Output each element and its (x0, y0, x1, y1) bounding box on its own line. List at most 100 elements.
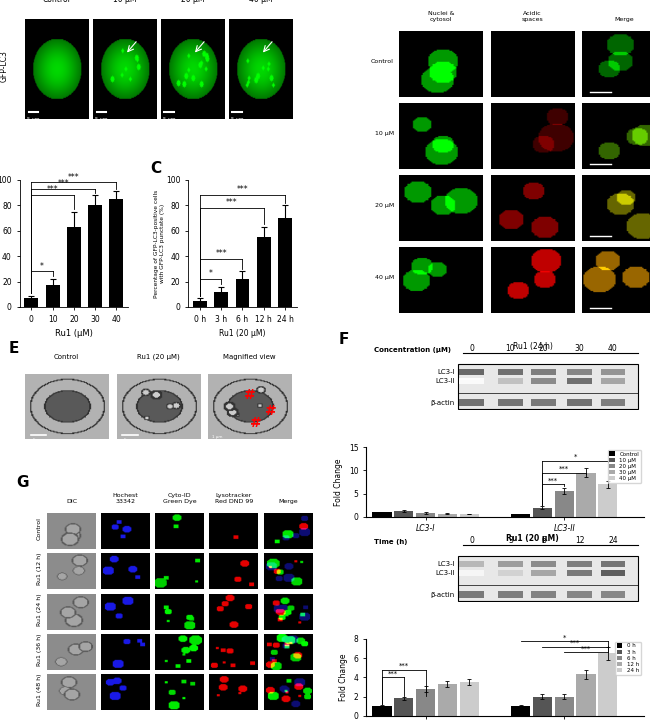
Text: 40 μM: 40 μM (249, 0, 272, 4)
Bar (416, 689, 436, 716)
FancyBboxPatch shape (567, 570, 592, 576)
Text: Ru1 (20 μM): Ru1 (20 μM) (506, 534, 559, 543)
FancyBboxPatch shape (601, 378, 625, 384)
Text: Time (h): Time (h) (374, 539, 408, 544)
FancyBboxPatch shape (601, 369, 625, 375)
Text: LC3-I: LC3-I (437, 369, 455, 375)
Text: Control: Control (43, 0, 71, 4)
Text: ***: *** (215, 249, 227, 258)
FancyBboxPatch shape (498, 378, 523, 384)
Text: 30: 30 (575, 343, 584, 353)
Text: Hochest
33342: Hochest 33342 (112, 494, 138, 505)
Text: β-actin: β-actin (431, 591, 455, 597)
Text: Nuclei &
cytosol: Nuclei & cytosol (428, 12, 454, 22)
Y-axis label: Fold Change: Fold Change (339, 654, 348, 701)
Text: ***: *** (549, 477, 558, 483)
FancyBboxPatch shape (459, 398, 484, 406)
Text: *: * (562, 634, 566, 641)
Text: 0: 0 (469, 343, 474, 353)
Y-axis label: Fold Change: Fold Change (334, 458, 343, 505)
Text: Ru1 (48 h): Ru1 (48 h) (36, 674, 42, 706)
Text: *: * (209, 270, 213, 278)
FancyBboxPatch shape (531, 369, 556, 375)
Bar (109, 199, 124, 307)
Bar (372, 706, 391, 716)
Text: Control: Control (371, 59, 394, 64)
Text: 6: 6 (541, 536, 546, 544)
Text: Lysotracker
Red DND 99: Lysotracker Red DND 99 (214, 494, 253, 505)
Bar (46, 286, 60, 307)
Bar (511, 515, 530, 517)
Text: G: G (17, 475, 29, 490)
Text: 10: 10 (506, 343, 515, 353)
Text: ***: *** (570, 640, 580, 646)
Text: ***: *** (57, 179, 69, 188)
FancyBboxPatch shape (601, 398, 625, 406)
FancyBboxPatch shape (498, 570, 523, 576)
Text: 20 μM: 20 μM (181, 0, 205, 4)
Text: Merge: Merge (614, 17, 634, 22)
Bar (235, 279, 250, 307)
Bar (577, 675, 595, 716)
Text: 40 μM: 40 μM (374, 275, 394, 280)
Bar (67, 227, 81, 307)
Text: E: E (8, 341, 19, 356)
Bar (438, 684, 457, 716)
FancyBboxPatch shape (531, 398, 556, 406)
Text: LC3-I: LC3-I (437, 561, 455, 568)
Text: Merge: Merge (278, 500, 298, 505)
FancyBboxPatch shape (459, 570, 484, 576)
FancyBboxPatch shape (567, 398, 592, 406)
Text: ***: *** (68, 173, 80, 181)
Text: 20 μM: 20 μM (374, 202, 394, 208)
FancyBboxPatch shape (498, 369, 523, 375)
FancyBboxPatch shape (567, 561, 592, 567)
FancyBboxPatch shape (459, 369, 484, 375)
Bar (598, 484, 618, 517)
Bar (438, 513, 457, 517)
Text: ***: *** (398, 663, 409, 669)
Text: 10 μM: 10 μM (375, 131, 394, 136)
FancyBboxPatch shape (498, 561, 523, 567)
Bar (193, 301, 207, 307)
Bar (394, 511, 413, 517)
Text: ***: *** (226, 198, 238, 208)
Bar (511, 706, 530, 716)
Bar (554, 491, 574, 517)
Text: 20: 20 (539, 343, 549, 353)
Text: 12: 12 (575, 536, 584, 544)
Text: LC3-II: LC3-II (436, 378, 455, 384)
Bar (25, 298, 38, 307)
Bar (214, 292, 228, 307)
Text: *: * (573, 454, 577, 460)
Text: Ru1 (24 h): Ru1 (24 h) (513, 342, 552, 351)
Text: ***: *** (388, 671, 398, 677)
Text: 10 μM: 10 μM (113, 0, 136, 4)
Text: Concentration (μM): Concentration (μM) (374, 347, 452, 353)
Bar (257, 237, 270, 307)
Text: ***: *** (559, 466, 569, 471)
FancyBboxPatch shape (567, 378, 592, 384)
Text: 40: 40 (608, 343, 618, 353)
X-axis label: Ru1 (μM): Ru1 (μM) (55, 329, 93, 338)
Bar (372, 512, 391, 517)
Bar (577, 473, 595, 517)
Text: Ru1 (36 h): Ru1 (36 h) (36, 633, 42, 666)
FancyBboxPatch shape (531, 591, 556, 599)
FancyBboxPatch shape (601, 570, 625, 576)
FancyBboxPatch shape (567, 591, 592, 599)
FancyBboxPatch shape (459, 591, 484, 599)
Text: DIC: DIC (66, 500, 77, 505)
Bar (88, 205, 102, 307)
FancyBboxPatch shape (498, 398, 523, 406)
Bar (416, 513, 436, 517)
FancyBboxPatch shape (601, 561, 625, 567)
FancyBboxPatch shape (531, 561, 556, 567)
Text: Magnified view: Magnified view (224, 354, 276, 360)
Y-axis label: Percentage of GFP-LC3-positive cells
with GFP-LC3 punctate (%): Percentage of GFP-LC3-positive cells wit… (154, 189, 164, 298)
Text: ***: *** (237, 185, 248, 194)
Bar (460, 514, 479, 517)
Text: ***: *** (47, 185, 58, 194)
Text: Control: Control (36, 518, 42, 540)
FancyBboxPatch shape (531, 378, 556, 384)
